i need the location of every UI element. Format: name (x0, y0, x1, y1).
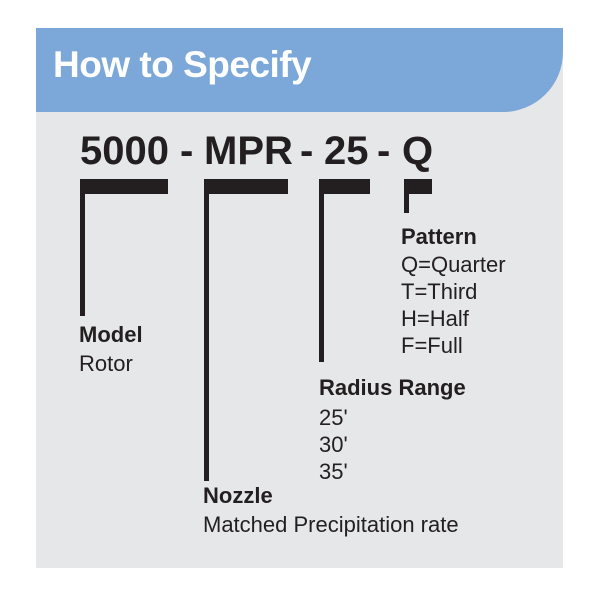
nozzle-title: Nozzle (203, 483, 273, 508)
code-model: 5000 (80, 129, 169, 173)
radius-option: 25' (319, 405, 348, 430)
model-options: Rotor (79, 350, 133, 377)
specification-card (36, 28, 563, 568)
pattern-option: Q=Quarter (401, 252, 506, 277)
radius-options: 25' 30' 35' (319, 404, 348, 485)
pattern-leader-line (404, 194, 409, 213)
pattern-option: H=Half (401, 306, 469, 331)
model-title: Model (79, 322, 143, 347)
code-nozzle: MPR (204, 129, 293, 173)
code-radius: 25 (324, 129, 369, 173)
pattern-bracket-bar (404, 179, 432, 194)
radius-option: 30' (319, 432, 348, 457)
header-banner (36, 28, 563, 112)
nozzle-option: Matched Precipitation rate (203, 512, 459, 537)
pattern-option: T=Third (401, 279, 478, 304)
radius-bracket-bar (319, 179, 370, 194)
model-option: Rotor (79, 351, 133, 376)
nozzle-bracket-bar (204, 179, 288, 194)
radius-title: Radius Range (319, 375, 466, 400)
code-pattern: Q (402, 129, 434, 173)
nozzle-options: Matched Precipitation rate (203, 511, 459, 538)
code-separator: - (180, 129, 194, 173)
pattern-option: F=Full (401, 333, 463, 358)
pattern-options: Q=Quarter T=Third H=Half F=Full (401, 251, 506, 359)
code-separator: - (300, 129, 314, 173)
radius-leader-line (319, 194, 324, 362)
model-bracket-bar (80, 179, 168, 194)
code-separator: - (377, 129, 391, 173)
nozzle-leader-line (204, 194, 209, 481)
pattern-title: Pattern (401, 224, 477, 249)
page-title: How to Specify (53, 44, 312, 85)
model-leader-line (80, 194, 85, 316)
radius-option: 35' (319, 459, 348, 484)
